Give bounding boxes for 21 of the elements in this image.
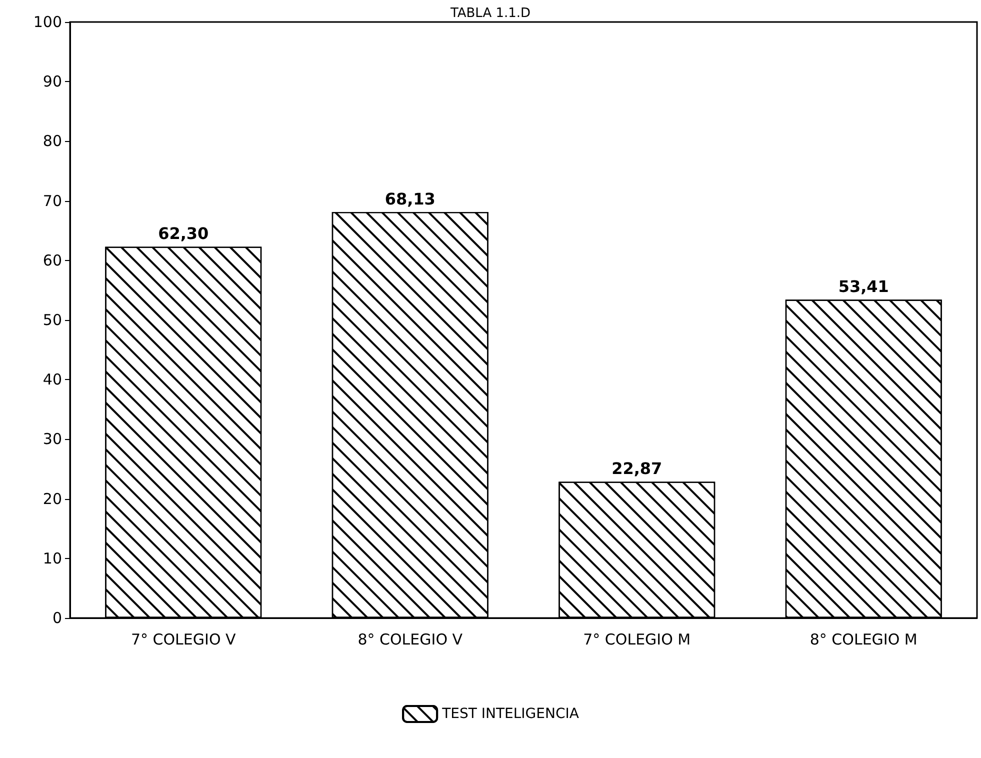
data-label: 53,41 — [838, 277, 889, 296]
y-tick-label: 0 — [52, 609, 62, 627]
y-tick-label: 90 — [42, 72, 62, 91]
data-label: 68,13 — [384, 189, 436, 208]
y-tick-label: 70 — [42, 192, 62, 210]
y-tick-label: 80 — [42, 132, 62, 150]
x-tick-label: 7° COLEGIO V — [130, 630, 237, 648]
y-tick-label: 60 — [42, 251, 62, 270]
legend-label: TEST INTELIGENCIA — [441, 706, 580, 722]
x-tick-label: 8° COLEGIO V — [358, 630, 464, 648]
y-tick-label: 100 — [33, 13, 62, 31]
x-tick-label: 7° COLEGIO M — [583, 630, 691, 648]
data-label: 62,30 — [158, 224, 209, 244]
chart-title: TABLA 1.1.D — [449, 6, 531, 21]
data-label: 22,87 — [612, 459, 662, 478]
y-tick-label: 30 — [42, 430, 62, 448]
y-tick-label: 40 — [42, 370, 62, 389]
y-tick-label: 10 — [42, 549, 62, 568]
x-tick-label: 8° COLEGIO M — [810, 630, 918, 648]
y-tick-label: 20 — [42, 490, 62, 508]
y-tick-label: 50 — [42, 311, 62, 329]
